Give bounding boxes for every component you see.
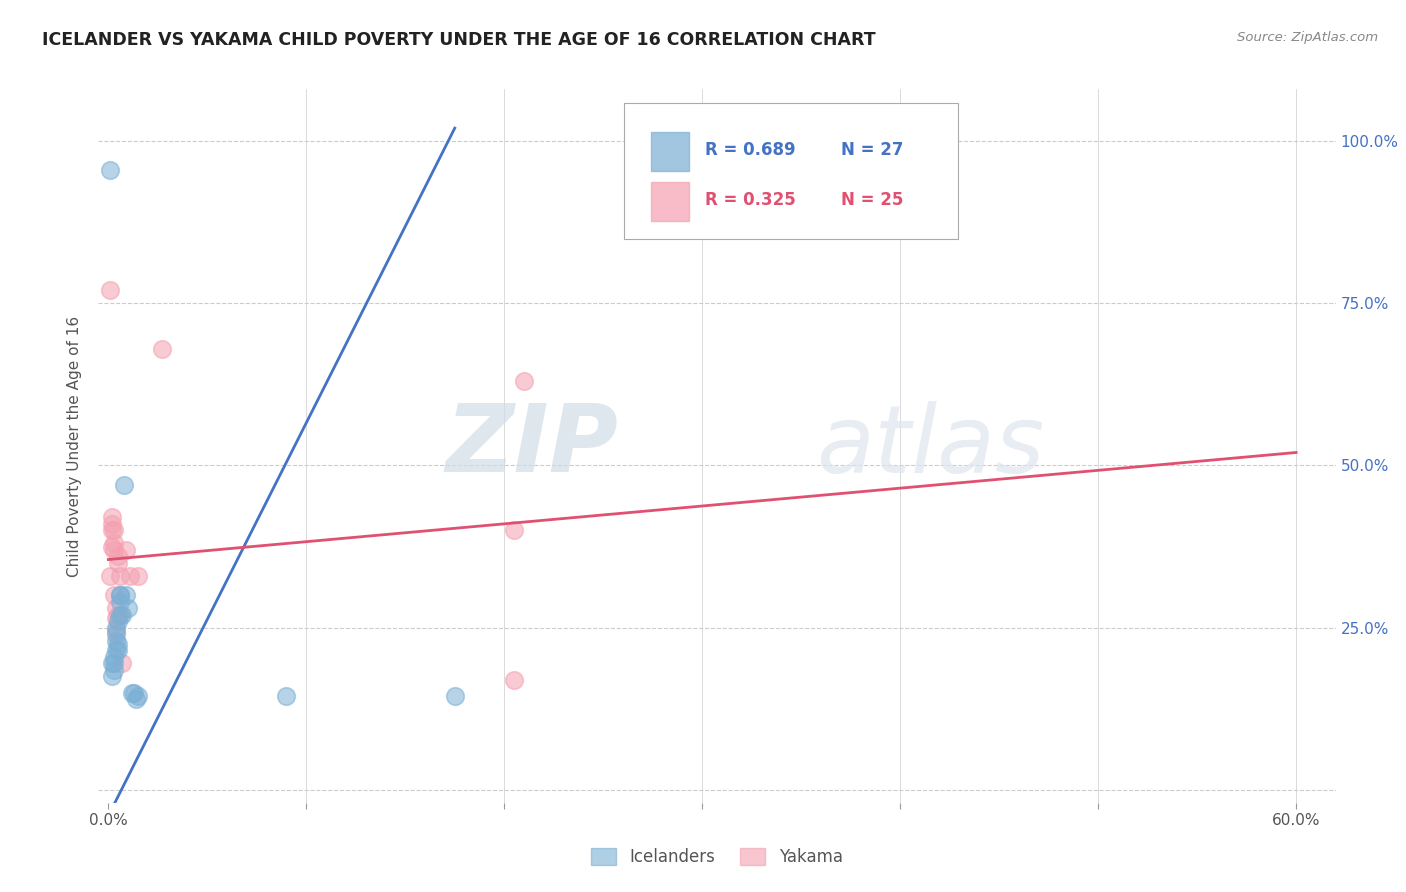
Text: R = 0.689: R = 0.689 (704, 141, 796, 159)
Text: N = 27: N = 27 (841, 141, 903, 159)
Point (111, 657, 134, 671)
Point (107, 637, 129, 651)
Legend: Icelanders, Yakama: Icelanders, Yakama (585, 841, 849, 873)
Point (105, 611, 128, 625)
Point (120, 568, 142, 582)
Point (103, 542, 125, 557)
Point (108, 568, 131, 582)
Point (443, 689, 465, 703)
Point (107, 643, 129, 657)
Point (122, 685, 145, 699)
Point (115, 542, 138, 557)
Text: N = 25: N = 25 (841, 191, 903, 209)
Point (276, 689, 298, 703)
Text: ICELANDER VS YAKAMA CHILD POVERTY UNDER THE AGE OF 16 CORRELATION CHART: ICELANDER VS YAKAMA CHILD POVERTY UNDER … (42, 31, 876, 49)
Point (101, 516, 124, 531)
Point (108, 588, 131, 602)
Point (103, 588, 125, 602)
Point (108, 588, 131, 602)
Text: Source: ZipAtlas.com: Source: ZipAtlas.com (1237, 31, 1378, 45)
Point (101, 510, 124, 524)
Point (108, 607, 131, 622)
Point (105, 627, 128, 641)
Point (503, 524, 526, 538)
Point (112, 478, 135, 492)
Point (115, 588, 138, 602)
Point (101, 657, 124, 671)
Point (103, 649, 125, 664)
Point (117, 601, 139, 615)
Point (103, 663, 125, 677)
Point (98, 163, 121, 178)
Point (101, 524, 124, 538)
Point (127, 689, 149, 703)
Point (513, 374, 536, 388)
Point (107, 556, 129, 570)
Y-axis label: Child Poverty Under the Age of 16: Child Poverty Under the Age of 16 (67, 316, 83, 576)
Point (127, 568, 149, 582)
Point (125, 692, 148, 706)
Point (150, 342, 173, 356)
Point (105, 633, 128, 648)
Point (98, 568, 121, 582)
Point (105, 643, 128, 657)
Text: atlas: atlas (815, 401, 1045, 491)
Point (103, 524, 125, 538)
Text: ZIP: ZIP (446, 400, 619, 492)
Point (107, 549, 129, 564)
Point (101, 540, 124, 554)
Point (105, 621, 128, 635)
Point (105, 601, 128, 615)
Point (103, 536, 125, 550)
Point (103, 657, 125, 671)
Point (105, 624, 128, 638)
Point (107, 607, 129, 622)
Point (121, 685, 143, 699)
Text: R = 0.325: R = 0.325 (704, 191, 796, 209)
Point (108, 595, 131, 609)
Bar (651, 132, 689, 171)
Point (107, 614, 129, 628)
Point (503, 673, 526, 687)
Point (111, 607, 134, 622)
Point (101, 669, 124, 683)
FancyBboxPatch shape (624, 103, 959, 239)
Point (98, 283, 121, 297)
Bar (651, 182, 689, 221)
